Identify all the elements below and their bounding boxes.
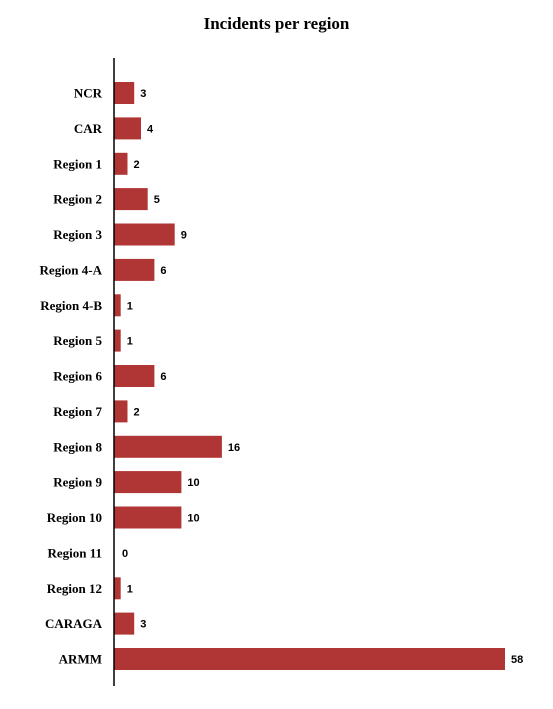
category-label: Region 6 [53,369,102,384]
data-label: 1 [127,300,133,312]
bar [114,435,222,458]
bar [114,82,135,104]
bar [114,258,155,281]
data-label: 1 [127,336,133,348]
bar [114,365,155,387]
bar [114,294,121,317]
data-label: 5 [154,194,160,206]
category-label: Region 8 [53,439,102,454]
category-label: Region 2 [53,192,102,207]
category-label: CAR [74,121,103,136]
data-label: 9 [181,230,187,242]
category-label: Region 12 [47,581,102,596]
bar [114,223,175,246]
data-label: 3 [140,88,146,100]
category-label: Region 1 [53,156,102,171]
category-label: CARAGA [45,616,103,631]
category-label: Region 10 [47,510,102,525]
category-label: Region 3 [53,227,102,242]
data-label: 6 [160,265,166,277]
bar [114,329,121,352]
bar [114,117,141,140]
data-label: 6 [160,371,166,383]
category-label: ARMM [59,652,102,667]
data-label: 1 [127,583,133,595]
category-label: NCR [74,86,103,101]
bar [114,188,148,211]
bar [114,612,135,635]
data-label: 10 [187,477,199,489]
bar [114,400,128,423]
data-label: 2 [134,406,140,418]
category-label: Region 11 [47,545,102,560]
category-label: Region 5 [53,333,102,348]
bar [114,471,182,494]
data-label: 10 [187,513,199,525]
data-label: 0 [122,548,128,560]
data-label: 3 [140,619,146,631]
chart-title: Incidents per region [203,14,350,33]
bar [114,506,182,529]
category-label: Region 4-A [40,262,103,277]
data-label: 4 [147,123,154,135]
bar [114,648,505,670]
category-label: Region 9 [53,475,102,490]
bar [114,152,128,175]
data-label: 58 [511,654,523,666]
category-label: Region 7 [53,404,102,419]
data-label: 16 [228,442,240,454]
category-label: Region 4-B [40,298,102,313]
bar [114,577,121,600]
data-label: 2 [134,159,140,171]
